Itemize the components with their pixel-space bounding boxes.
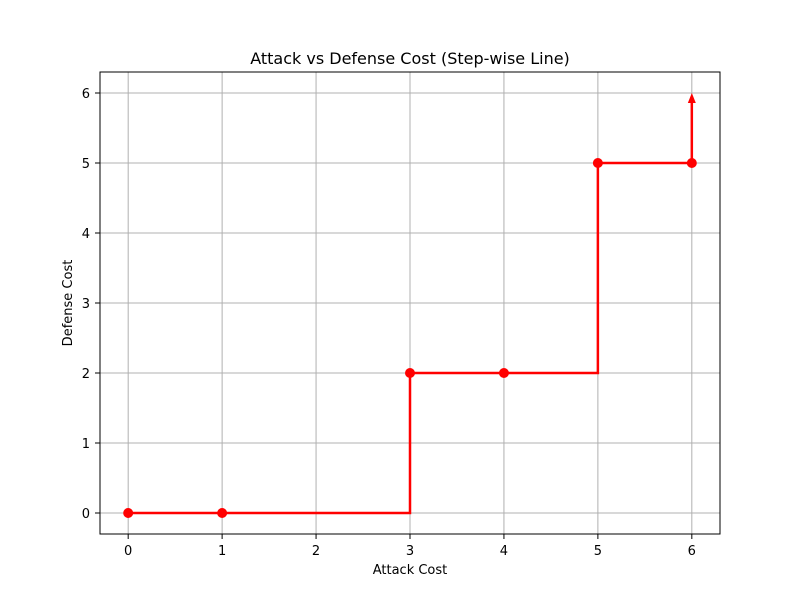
data-point [123,508,134,518]
y-tick-label: 4 [82,227,90,242]
x-axis-label: Attack Cost [373,563,448,578]
arrow-head [687,93,696,103]
x-tick-label: 0 [124,544,132,559]
y-tick-label: 2 [82,367,90,382]
y-tick-label: 6 [82,87,90,102]
x-tick-label: 5 [594,544,602,559]
data-point [498,368,509,378]
step-line [128,161,692,515]
chart-title: Attack vs Defense Cost (Step-wise Line) [250,49,570,68]
ticks: 0 1 2 3 4 5 6 0 1 2 3 4 5 6 [82,87,696,559]
x-tick-label: 3 [406,544,414,559]
y-tick-label: 0 [82,507,90,522]
y-tick-label: 1 [82,437,90,452]
data-point [405,368,415,378]
x-tick-label: 2 [312,544,320,559]
x-tick-label: 4 [500,544,508,559]
data-point [686,158,697,168]
y-tick-label: 5 [82,157,90,172]
data-point [217,508,228,518]
y-tick-label: 3 [82,297,90,312]
y-axis-label: Defense Cost [61,260,76,347]
series-layer [123,93,697,518]
x-tick-label: 1 [218,544,226,559]
x-tick-label: 6 [688,544,696,559]
data-point [592,158,603,168]
